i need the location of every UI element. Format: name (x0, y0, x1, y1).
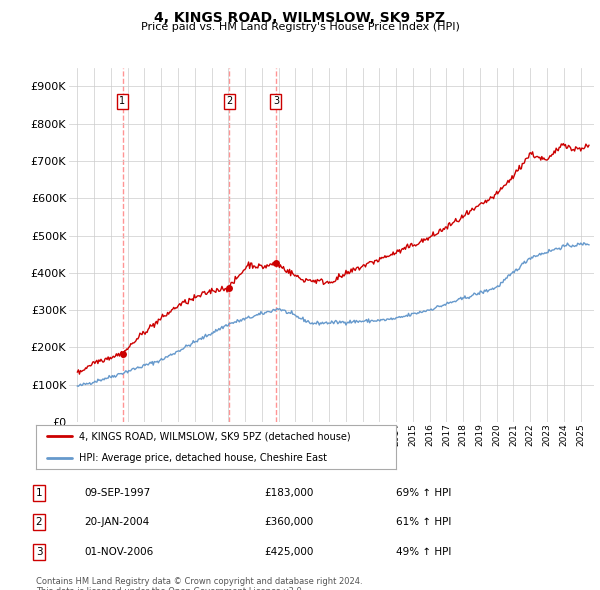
Text: 2: 2 (35, 517, 43, 527)
Text: 3: 3 (35, 547, 43, 556)
Text: 69% ↑ HPI: 69% ↑ HPI (396, 488, 451, 497)
Text: 2: 2 (226, 97, 232, 106)
Text: 61% ↑ HPI: 61% ↑ HPI (396, 517, 451, 527)
Text: 01-NOV-2006: 01-NOV-2006 (84, 547, 153, 556)
Text: 4, KINGS ROAD, WILMSLOW, SK9 5PZ: 4, KINGS ROAD, WILMSLOW, SK9 5PZ (154, 11, 446, 25)
Text: £360,000: £360,000 (264, 517, 313, 527)
Text: £425,000: £425,000 (264, 547, 313, 556)
Text: 1: 1 (35, 488, 43, 497)
Text: £183,000: £183,000 (264, 488, 313, 497)
Text: HPI: Average price, detached house, Cheshire East: HPI: Average price, detached house, Ches… (79, 453, 327, 463)
Text: Price paid vs. HM Land Registry's House Price Index (HPI): Price paid vs. HM Land Registry's House … (140, 22, 460, 32)
Text: 09-SEP-1997: 09-SEP-1997 (84, 488, 150, 497)
Text: 3: 3 (273, 97, 279, 106)
Text: 1: 1 (119, 97, 125, 106)
Text: 49% ↑ HPI: 49% ↑ HPI (396, 547, 451, 556)
Text: Contains HM Land Registry data © Crown copyright and database right 2024.
This d: Contains HM Land Registry data © Crown c… (36, 577, 362, 590)
Text: 4, KINGS ROAD, WILMSLOW, SK9 5PZ (detached house): 4, KINGS ROAD, WILMSLOW, SK9 5PZ (detach… (79, 431, 351, 441)
Text: 20-JAN-2004: 20-JAN-2004 (84, 517, 149, 527)
